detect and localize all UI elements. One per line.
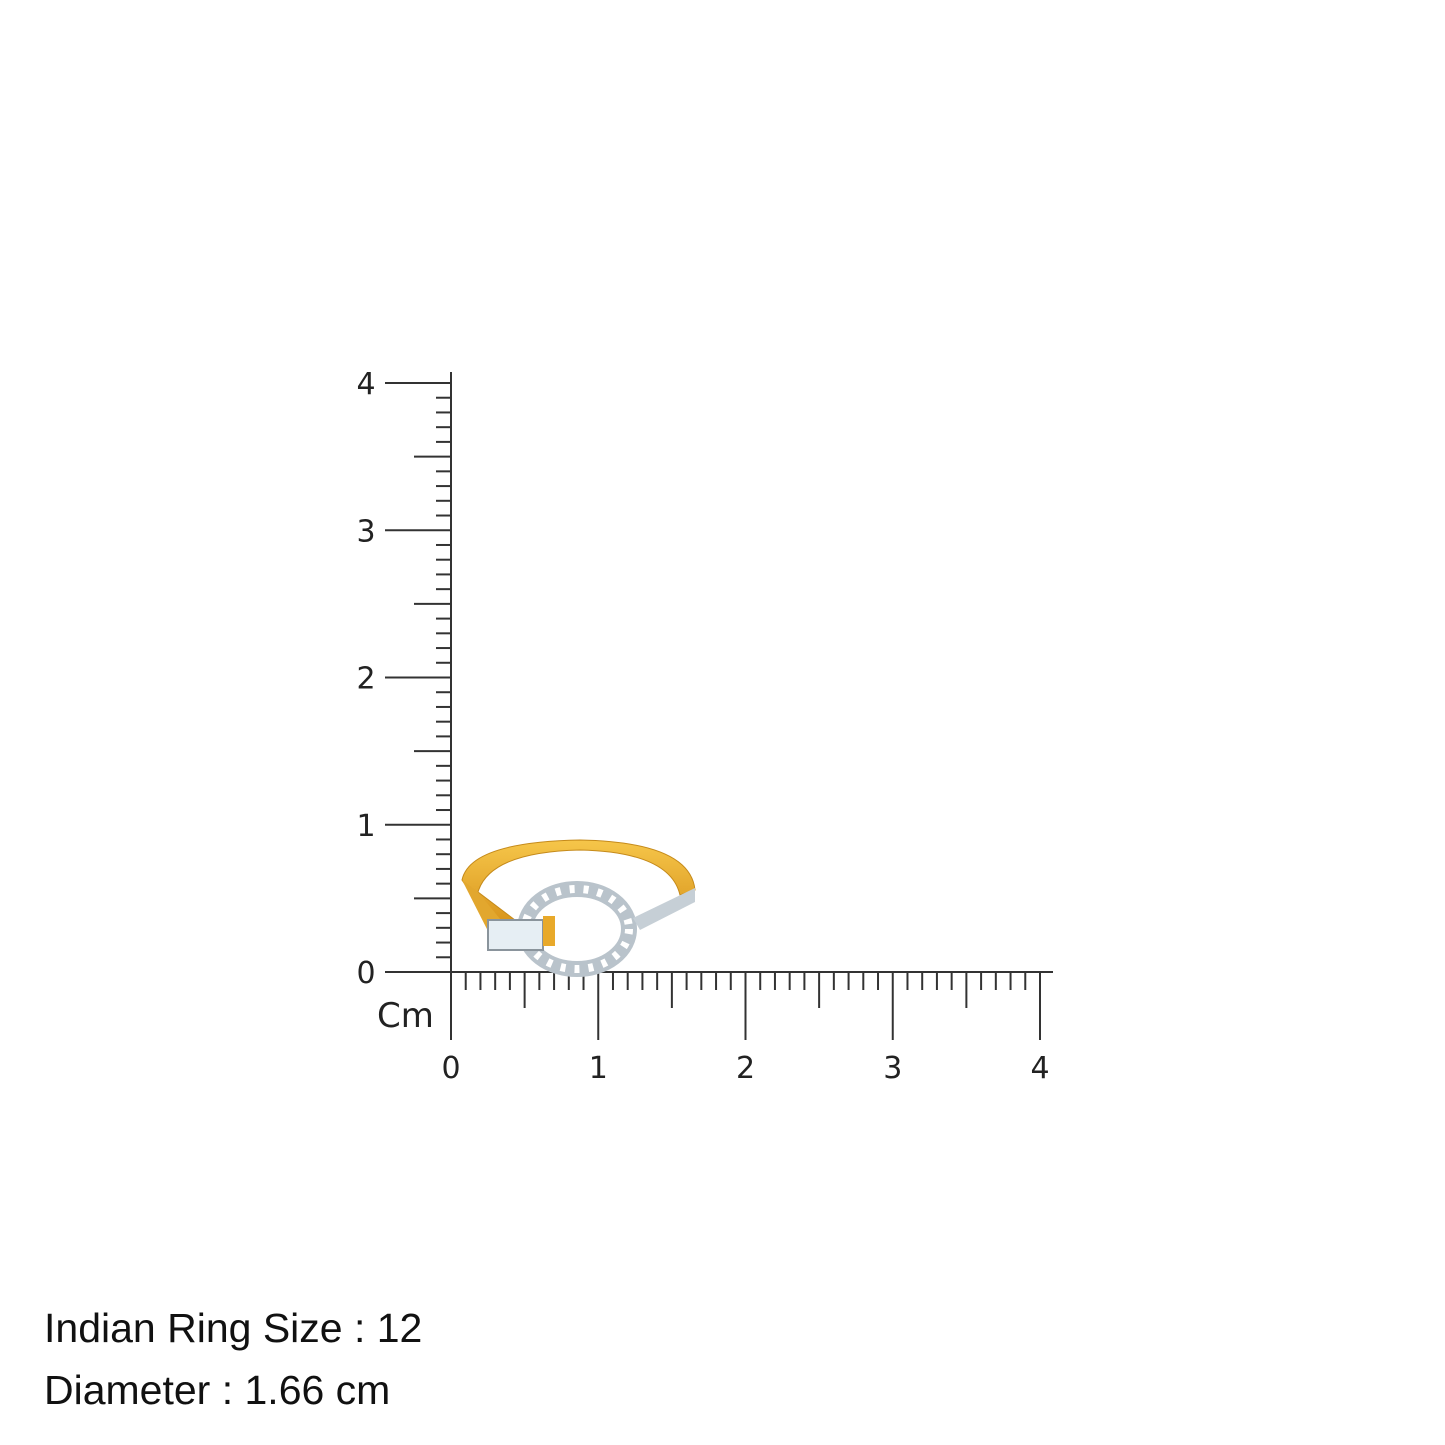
x-tick-label: 0	[441, 1051, 460, 1086]
diameter-text: Diameter : 1.66 cm	[44, 1367, 391, 1413]
ring-icon	[461, 839, 696, 977]
y-tick-label: 0	[356, 956, 375, 991]
x-tick-label: 2	[736, 1051, 755, 1086]
x-tick-label: 3	[883, 1051, 902, 1086]
ring-size-text: Indian Ring Size : 12	[44, 1305, 423, 1351]
x-tick-label: 4	[1030, 1051, 1049, 1086]
y-tick-label: 4	[356, 367, 375, 402]
x-tick-label: 1	[589, 1051, 608, 1086]
y-tick-label: 2	[356, 662, 375, 697]
y-tick-label: 1	[356, 809, 375, 844]
unit-label: Cm	[377, 996, 434, 1036]
y-tick-label: 3	[356, 514, 375, 549]
